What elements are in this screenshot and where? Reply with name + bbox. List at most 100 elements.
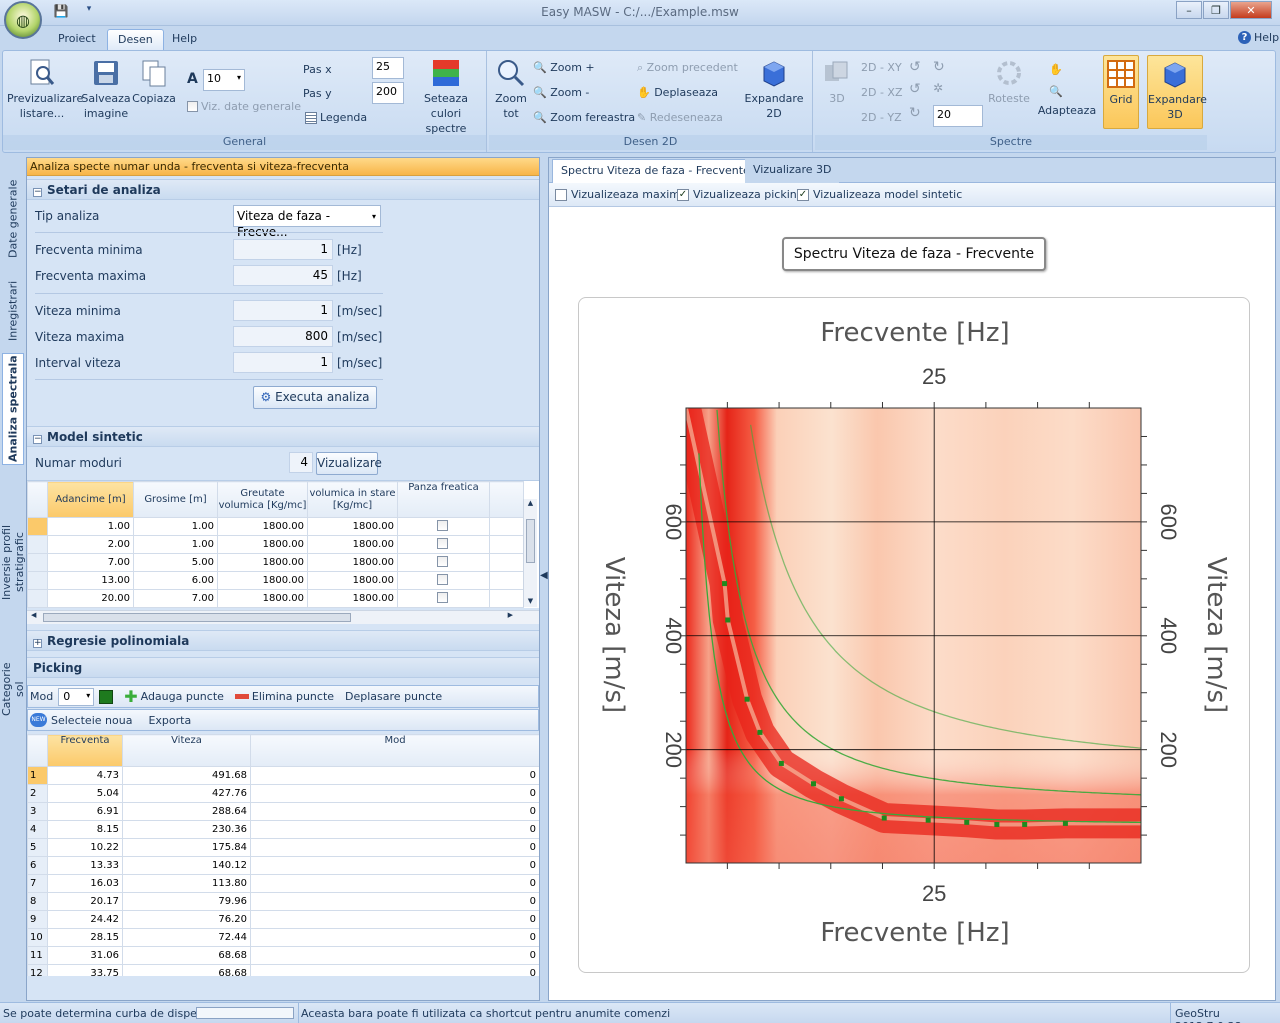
zoom-tot-button[interactable]: Zoom tot: [493, 57, 529, 121]
viz-date-generale-checkbox[interactable]: Viz. date generale: [187, 100, 301, 113]
table-row[interactable]: 10 28.15 72.44 0: [27, 928, 539, 947]
cell-frecventa[interactable]: 16.03: [47, 874, 123, 893]
save-image-button[interactable]: Salveaza imagine: [81, 57, 131, 121]
section-regresie[interactable]: + Regresie polinomiala: [27, 630, 539, 651]
cell-frecventa[interactable]: 31.06: [47, 946, 123, 965]
cb-model-sintetic[interactable]: ✓ Vizualizeaza model sintetic: [797, 188, 963, 201]
table-cell[interactable]: 7.00: [47, 553, 134, 572]
rotate-up-icon[interactable]: ↺: [909, 81, 921, 97]
vizualizare-button[interactable]: Vizualizare: [316, 452, 382, 475]
restore-button[interactable]: ❐: [1203, 1, 1229, 19]
model-vscroll[interactable]: ▲ ▼: [523, 499, 537, 607]
rotate-down-icon[interactable]: ↻: [909, 105, 921, 121]
view-2d-yz-button[interactable]: 2D - YZ: [861, 111, 902, 124]
table-row[interactable]: 1.00 1.00 1800.00 1800.00: [27, 517, 524, 536]
table-cell[interactable]: 5.00: [133, 553, 218, 572]
table-row[interactable]: 7.00 5.00 1800.00 1800.00: [27, 553, 524, 572]
table-row[interactable]: 3 6.91 288.64 0: [27, 802, 539, 821]
table-cell[interactable]: 20.00: [47, 589, 134, 608]
table-cell[interactable]: 1800.00: [307, 517, 398, 536]
cell-viteza[interactable]: 79.96: [122, 892, 251, 911]
minimize-button[interactable]: –: [1176, 1, 1202, 19]
roteste-button[interactable]: Roteste: [987, 57, 1031, 106]
spectrum-chart[interactable]: 25 25 200 200 400 400 600 600: [579, 298, 1251, 974]
table-row[interactable]: 20.00 7.00 1800.00 1800.00: [27, 589, 524, 608]
row-header[interactable]: [27, 571, 48, 590]
cell-viteza[interactable]: 288.64: [122, 802, 251, 821]
app-orb-button[interactable]: ◍: [4, 1, 42, 39]
legenda-button[interactable]: Legenda: [305, 111, 367, 124]
cell-viteza[interactable]: 68.68: [122, 964, 251, 976]
vmax-input[interactable]: 800: [233, 326, 333, 347]
cell-viteza[interactable]: 68.68: [122, 946, 251, 965]
table-row[interactable]: 5 10.22 175.84 0: [27, 838, 539, 857]
row-header[interactable]: [27, 535, 48, 554]
row-number[interactable]: 8: [27, 892, 48, 911]
fmax-input[interactable]: 45: [233, 265, 333, 286]
row-number[interactable]: 12: [27, 964, 48, 976]
row-number[interactable]: 11: [27, 946, 48, 965]
side-tab-categorie-sol[interactable]: Categorie sol: [0, 662, 26, 716]
table-cell[interactable]: 1.00: [133, 517, 218, 536]
col-grosime[interactable]: Grosime [m]: [133, 481, 218, 518]
rotate-right-icon[interactable]: ↻: [933, 59, 945, 75]
cell-frecventa[interactable]: 8.15: [47, 820, 123, 839]
view-2d-xz-button[interactable]: 2D - XZ: [861, 86, 903, 99]
exporta-button[interactable]: Exporta: [148, 713, 192, 727]
row-number[interactable]: 9: [27, 910, 48, 929]
grid-toggle-button[interactable]: Grid: [1103, 55, 1139, 129]
cell-viteza[interactable]: 113.80: [122, 874, 251, 893]
row-number[interactable]: 3: [27, 802, 48, 821]
side-tab-analiza-spectrala[interactable]: Analiza spectrala: [2, 353, 24, 465]
table-row[interactable]: 8 20.17 79.96 0: [27, 892, 539, 911]
cell-frecventa[interactable]: 13.33: [47, 856, 123, 875]
cell-mod[interactable]: 0: [250, 910, 539, 929]
zoom-minus-button[interactable]: 🔍 Zoom -: [533, 86, 590, 99]
col-viteza[interactable]: Viteza: [122, 734, 251, 767]
table-cell[interactable]: 2.00: [47, 535, 134, 554]
table-row[interactable]: 2.00 1.00 1800.00 1800.00: [27, 535, 524, 554]
zoom-precedent-button[interactable]: ⌕ Zoom precedent: [637, 61, 738, 74]
scroll-right-icon[interactable]: ▶: [507, 611, 513, 619]
section-setari[interactable]: − Setari de analiza: [27, 179, 539, 200]
zoom-fereastra-button[interactable]: 🔍 Zoom fereastra: [533, 111, 636, 124]
row-header[interactable]: [27, 553, 48, 572]
numar-moduri-input[interactable]: 4: [289, 452, 313, 473]
table-row[interactable]: 6 13.33 140.12 0: [27, 856, 539, 875]
table-cell[interactable]: 1800.00: [217, 589, 308, 608]
close-button[interactable]: ✕: [1230, 1, 1272, 19]
preview-button[interactable]: Previzualizare listare...: [7, 57, 83, 121]
vint-input[interactable]: 1: [233, 352, 333, 373]
table-cell[interactable]: 1800.00: [217, 553, 308, 572]
table-row[interactable]: 13.00 6.00 1800.00 1800.00: [27, 571, 524, 590]
cell-mod[interactable]: 0: [250, 946, 539, 965]
cell-frecventa[interactable]: 6.91: [47, 802, 123, 821]
cell-mod[interactable]: 0: [250, 856, 539, 875]
color-swatch-icon[interactable]: [99, 689, 114, 704]
col-frecventa[interactable]: Frecventa: [47, 734, 123, 767]
cell-mod[interactable]: 0: [250, 766, 539, 785]
table-cell[interactable]: 1800.00: [217, 571, 308, 590]
cell-frecventa[interactable]: 4.73: [47, 766, 123, 785]
side-tab-date-generale[interactable]: Date generale: [6, 179, 20, 259]
cell-frecventa[interactable]: 28.15: [47, 928, 123, 947]
row-header[interactable]: [27, 589, 48, 608]
cb-picking[interactable]: ✓ Vizualizeaza picking: [677, 188, 804, 201]
table-cell[interactable]: 1.00: [47, 517, 134, 536]
row-number[interactable]: 6: [27, 856, 48, 875]
cell-viteza[interactable]: 427.76: [122, 784, 251, 803]
cell-mod[interactable]: 0: [250, 802, 539, 821]
table-cell[interactable]: 13.00: [47, 571, 134, 590]
row-number[interactable]: 1: [27, 766, 48, 785]
rotate-left-icon[interactable]: ↺: [909, 59, 921, 75]
cb-maxime[interactable]: Vizualizeaza maxime: [555, 188, 687, 201]
deplasare-puncte-button[interactable]: Deplasare puncte: [345, 690, 443, 703]
cell-frecventa[interactable]: 10.22: [47, 838, 123, 857]
col-volumica[interactable]: volumica in stare [Kg/mc]: [307, 481, 398, 518]
pas-y-input[interactable]: 200: [372, 82, 404, 104]
table-cell[interactable]: 1800.00: [217, 535, 308, 554]
row-number[interactable]: 2: [27, 784, 48, 803]
cell-mod[interactable]: 0: [250, 964, 539, 976]
vmin-input[interactable]: 1: [233, 300, 333, 321]
redeseneaza-button[interactable]: ✎ Redeseneaza: [637, 111, 723, 124]
